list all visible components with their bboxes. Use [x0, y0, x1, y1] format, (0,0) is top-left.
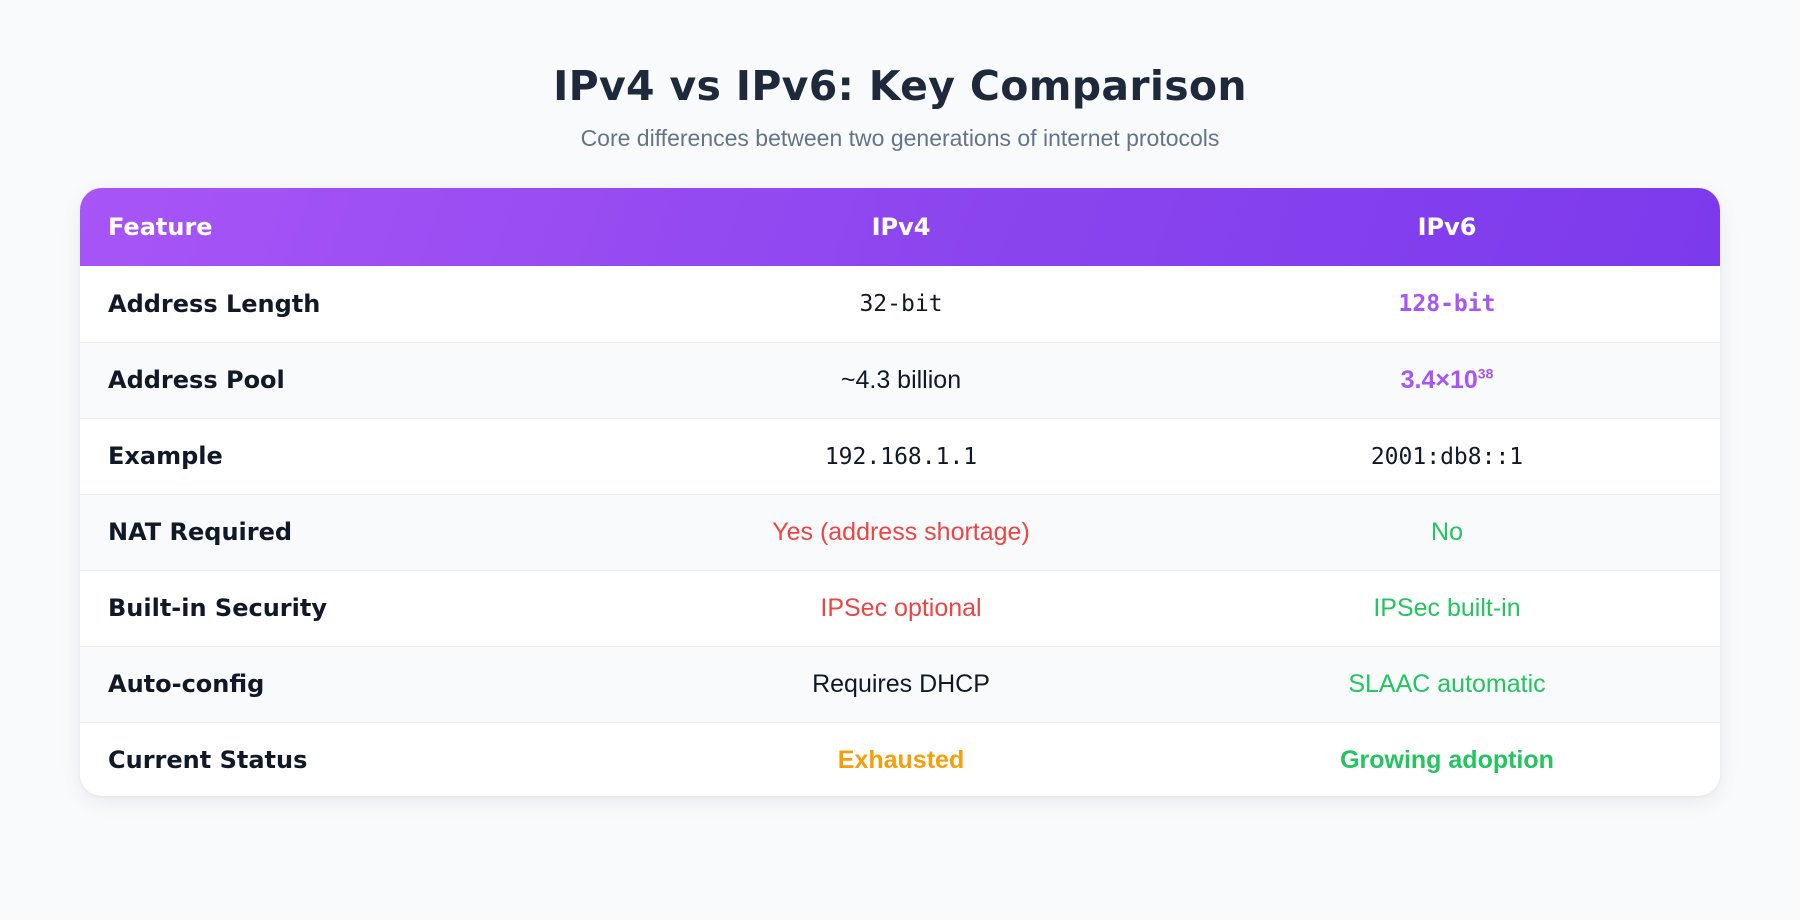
ipv6-cell: No: [1174, 494, 1720, 570]
table-row: Built-in Security IPSec optional IPSec bui…: [80, 570, 1720, 646]
ipv6-cell: Growing adoption: [1174, 722, 1720, 796]
table-body: Address Length 32-bit 128-bit Address Pool ~…: [80, 266, 1720, 796]
ipv4-cell: ~4.3 billion: [628, 342, 1174, 418]
ipv6-cell: 3.4×1038: [1174, 342, 1720, 418]
ipv4-value: 192.168.1.1: [824, 443, 978, 470]
ipv6-cell: 2001:db8::1: [1174, 418, 1720, 494]
ipv6-value: Growing adoption: [1340, 745, 1554, 774]
table-row: Example 192.168.1.1 2001:db8::1: [80, 418, 1720, 494]
ipv6-value: 2001:db8::1: [1370, 443, 1524, 470]
ipv4-value: ~4.3 billion: [840, 365, 962, 394]
ipv6-value: SLAAC automatic: [1348, 669, 1546, 698]
ipv6-cell: IPSec built-in: [1174, 570, 1720, 646]
feature-cell: Auto-config: [108, 670, 265, 698]
table-row: Address Pool ~4.3 billion 3.4×1038: [80, 342, 1720, 418]
column-header-feature: Feature: [108, 213, 213, 241]
ipv4-value: IPSec optional: [820, 593, 982, 622]
feature-cell: Current Status: [108, 746, 308, 775]
feature-cell: Address Pool: [108, 366, 285, 394]
ipv4-cell: IPSec optional: [628, 570, 1174, 646]
ipv4-value: Exhausted: [837, 745, 965, 774]
table-header: Feature IPv4 IPv6: [80, 188, 1720, 266]
ipv6-value: IPSec built-in: [1373, 593, 1521, 622]
ipv6-cell: SLAAC automatic: [1174, 646, 1720, 722]
ipv4-cell: Exhausted: [628, 722, 1174, 796]
feature-cell: Address Length: [108, 289, 321, 318]
table-row: Address Length 32-bit 128-bit: [80, 266, 1720, 342]
feature-cell: Example: [108, 442, 223, 470]
ipv6-value: No: [1431, 517, 1463, 546]
comparison-table: Feature IPv4 IPv6 Address Length 32-bit 12…: [80, 188, 1720, 796]
table-row: Auto-config Requires DHCP SLAAC automatic: [80, 646, 1720, 722]
table-row: Current Status Exhausted Growing adoption: [80, 722, 1720, 796]
page-title: IPv4 vs IPv6: Key Comparison: [553, 62, 1247, 110]
table-header-row: Feature IPv4 IPv6: [80, 188, 1720, 266]
ipv6-value: 3.4×10: [1400, 365, 1478, 394]
column-header-ipv4: IPv4: [871, 213, 931, 241]
ipv4-value: 32-bit: [859, 291, 943, 318]
ipv4-value: Yes (address shortage): [772, 517, 1030, 546]
comparison-table-card: Feature IPv4 IPv6 Address Length 32-bit 12…: [80, 188, 1720, 796]
feature-cell: Built-in Security: [108, 594, 327, 622]
ipv6-cell: 128-bit: [1174, 266, 1720, 342]
page-subtitle: Core differences between two generations…: [580, 125, 1220, 151]
feature-cell: NAT Required: [108, 518, 293, 546]
ipv4-value: Requires DHCP: [812, 669, 990, 698]
ipv4-cell: Requires DHCP: [628, 646, 1174, 722]
ipv6-value-exponent: 38: [1477, 365, 1494, 382]
ipv4-cell: 32-bit: [628, 266, 1174, 342]
table-row: NAT Required Yes (address shortage) No: [80, 494, 1720, 570]
ipv4-cell: Yes (address shortage): [628, 494, 1174, 570]
column-header-ipv6: IPv6: [1417, 213, 1477, 241]
ipv4-cell: 192.168.1.1: [628, 418, 1174, 494]
ipv6-value: 128-bit: [1398, 291, 1496, 318]
